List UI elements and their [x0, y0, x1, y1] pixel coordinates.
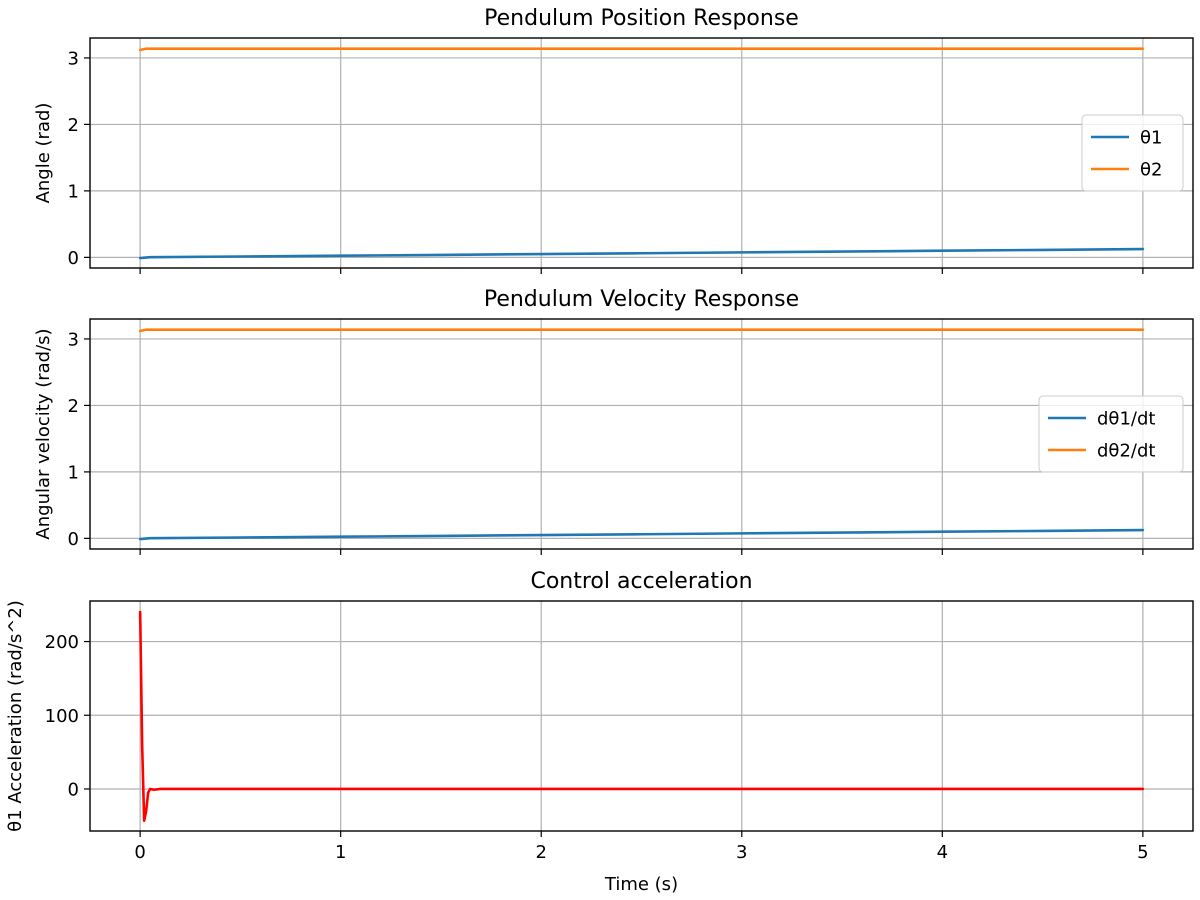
- y-axis-label: Angle (rad): [33, 103, 54, 204]
- series-line-2: [138, 328, 1145, 333]
- subplot-1: 0 1 2 3 Pendulum Position Response Angle (rad…: [33, 6, 1194, 274]
- y-tick-label: 200: [45, 632, 79, 653]
- x-tick-label: 5: [1137, 842, 1148, 863]
- series-line-1: [138, 610, 1145, 822]
- chart-title: Pendulum Position Response: [484, 6, 799, 31]
- x-tick-label: 0: [134, 842, 145, 863]
- axes-frame: [89, 37, 1194, 269]
- subplot-3: 0 1 2 3 4 5 0 100 200 Control acceleration θ1 Acce…: [5, 569, 1194, 895]
- chart-title: Pendulum Velocity Response: [484, 287, 799, 312]
- chart-title: Control acceleration: [530, 569, 752, 594]
- axes-frame: [89, 600, 1194, 832]
- x-tick-label: 1: [335, 842, 346, 863]
- series-group: [138, 47, 1145, 260]
- series-line-1: [138, 247, 1145, 260]
- y-axis-label: θ1 Acceleration (rad/s^2): [5, 600, 26, 832]
- legend-label: θ2: [1140, 160, 1162, 181]
- y-tick-label: 0: [68, 529, 79, 550]
- series-line-1: [138, 528, 1145, 541]
- legend-label: dθ1/dt: [1097, 409, 1155, 430]
- y-tick-label: 0: [68, 779, 79, 800]
- y-tick-label: 2: [68, 115, 79, 136]
- y-tick-label: 100: [45, 706, 79, 727]
- y-tick-label: 3: [68, 329, 79, 350]
- y-tick-label: 0: [68, 248, 79, 269]
- y-tick-label: 1: [68, 462, 79, 483]
- series-line-2: [138, 47, 1145, 52]
- legend-label: dθ2/dt: [1097, 441, 1155, 462]
- legend-label: θ1: [1140, 128, 1162, 149]
- y-axis-label: Angular velocity (rad/s): [33, 328, 54, 539]
- x-axis-label: Time (s): [604, 874, 678, 895]
- x-tick-label: 2: [536, 842, 547, 863]
- series-group: [138, 328, 1145, 541]
- x-tick-label: 4: [937, 842, 948, 863]
- subplot-2: 0 1 2 3 Pendulum Velocity Response Angular ve…: [33, 287, 1194, 555]
- y-tick-label: 2: [68, 396, 79, 417]
- legend-box: [1038, 395, 1184, 473]
- series-group: [138, 610, 1145, 822]
- legend: θ1 θ2: [1081, 114, 1184, 192]
- axes-frame: [89, 318, 1194, 550]
- legend-box: [1081, 114, 1184, 192]
- y-tick-label: 1: [68, 181, 79, 202]
- x-tick-label: 3: [736, 842, 747, 863]
- legend: dθ1/dt dθ2/dt: [1038, 395, 1184, 473]
- y-tick-label: 3: [68, 48, 79, 69]
